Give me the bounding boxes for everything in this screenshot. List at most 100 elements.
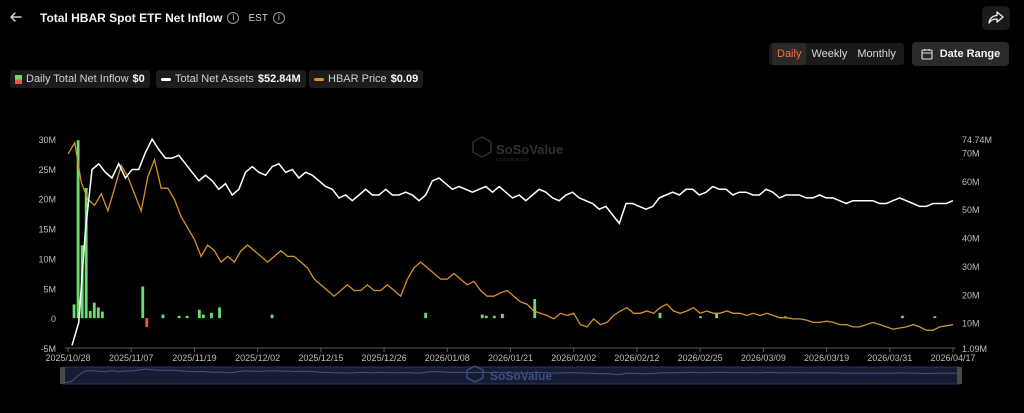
y-right-tick-label: 10M: [962, 319, 980, 329]
inflow-bar: [141, 286, 145, 319]
tab-monthly[interactable]: Monthly: [857, 48, 896, 60]
x-tick-label: 2026/03/09: [741, 353, 786, 363]
y-left-tick-label: 10M: [38, 254, 56, 264]
share-button[interactable]: [982, 6, 1010, 30]
legend-inflow[interactable]: Daily Total Net Inflow $0: [10, 70, 150, 88]
inflow-bar: [424, 312, 428, 319]
inflow-bar: [480, 314, 484, 319]
navigator-brand: SoSoValue: [490, 369, 552, 383]
y-right-tick-label: 30M: [962, 262, 980, 272]
watermark-brand: SoSoValue: [496, 142, 563, 157]
x-tick-label: 2026/02/12: [614, 353, 659, 363]
y-left-tick-label: 5M: [43, 284, 56, 294]
watermark-logo-icon: [472, 136, 492, 158]
tab-daily[interactable]: Daily: [772, 43, 807, 65]
legend-inflow-value: $0: [132, 73, 145, 85]
legend-assets[interactable]: Total Net Assets $52.84M: [156, 70, 306, 88]
inflow-swatch: [15, 74, 22, 84]
y-right-tick-label: 50M: [962, 205, 980, 215]
navigator-left-handle[interactable]: [60, 367, 65, 384]
x-tick-label: 2025/10/28: [45, 353, 90, 363]
inflow-bar: [933, 316, 937, 319]
navigator-right-handle[interactable]: [957, 367, 962, 384]
inflow-bar: [100, 311, 104, 319]
inflow-bar: [197, 309, 201, 319]
date-range-button[interactable]: Date Range: [912, 42, 1009, 66]
y-left-tick-label: 15M: [38, 225, 56, 235]
inflow-bar: [658, 312, 662, 319]
y-right-tick-label: 70M: [962, 148, 980, 158]
legend-price-label: HBAR Price: [328, 73, 387, 85]
x-tick-label: 2025/12/02: [235, 353, 280, 363]
inflow-bar: [270, 314, 274, 319]
price-line: [67, 140, 954, 331]
inflow-bar: [84, 187, 88, 319]
y-left-tick-label: -5M: [41, 344, 57, 354]
y-right-tick-label: 20M: [962, 290, 980, 300]
inflow-bars: [72, 140, 937, 328]
inflow-bar: [210, 312, 213, 319]
inflow-bar: [484, 315, 488, 319]
page-title: Total HBAR Spot ETF Net Inflow: [40, 11, 223, 25]
legend-assets-value: $52.84M: [257, 73, 301, 85]
assets-swatch: [161, 77, 171, 81]
inflow-bar: [145, 318, 149, 328]
inflow-bar: [161, 314, 165, 319]
y-right-tick-label: 1.09M: [962, 344, 987, 354]
x-tick-label: 2025/11/07: [109, 353, 153, 363]
navigator-logo-icon: [466, 365, 484, 383]
y-right-tick-label: 74.74M: [962, 135, 992, 145]
x-tick-label: 2026/03/31: [867, 353, 912, 363]
timezone-info-icon[interactable]: i: [272, 12, 285, 24]
tab-weekly[interactable]: Weekly: [811, 48, 848, 60]
x-tick-label: 2026/03/19: [804, 353, 849, 363]
inflow-bar: [699, 316, 702, 319]
info-icon[interactable]: i: [227, 12, 240, 24]
inflow-bar: [201, 314, 205, 319]
inflow-bar: [715, 312, 719, 319]
y-left-tick-label: 30M: [38, 135, 56, 145]
legend-price-value: $0.09: [390, 73, 419, 85]
x-tick-label: 2026/01/08: [425, 353, 470, 363]
inflow-bar: [92, 302, 96, 319]
y-axis-right: 74.74M 70M 60M 50M 40M 30M 20M 10M 1.09M: [962, 135, 992, 354]
legend-inflow-label: Daily Total Net Inflow: [26, 73, 129, 85]
x-tick-label: 2026/04/17: [930, 353, 975, 363]
inflow-bar: [76, 140, 80, 319]
x-tick-label: 2025/12/15: [298, 353, 343, 363]
x-axis: 2025/10/28 2025/11/07 2025/11/19 2025/12/02…: [45, 347, 976, 363]
page-title-row: Total HBAR Spot ETF Net Inflow i EST i: [40, 8, 285, 28]
inflow-bar: [533, 299, 537, 319]
x-tick-label: 2025/11/19: [172, 353, 216, 363]
price-swatch: [314, 77, 324, 81]
inflow-bar: [185, 315, 189, 319]
inflow-bar: [88, 310, 92, 319]
watermark: SoSoValue sosovalue.com: [472, 136, 563, 163]
inflow-bar: [501, 313, 504, 319]
x-tick-label: 2026/02/25: [678, 353, 723, 363]
interval-tabs: Daily Weekly Monthly: [769, 43, 904, 65]
x-tick-label: 2025/12/26: [362, 353, 407, 363]
legend-assets-label: Total Net Assets: [175, 73, 254, 85]
y-axis-left: 30M 25M 20M 15M 10M 5M 0 -5M: [38, 135, 56, 354]
assets-line: [71, 137, 954, 346]
share-arrow-icon: [988, 11, 1004, 24]
inflow-bar: [218, 307, 221, 319]
y-right-tick-label: 40M: [962, 234, 980, 244]
y-left-tick-label: 0: [51, 314, 56, 324]
date-range-label: Date Range: [939, 48, 1001, 60]
y-right-tick-label: 60M: [962, 177, 980, 187]
timezone-label: EST: [248, 12, 268, 24]
navigator-line: [64, 368, 958, 384]
range-navigator[interactable]: SoSoValue: [60, 365, 962, 385]
legend-price[interactable]: HBAR Price $0.09: [309, 70, 424, 88]
inflow-bar: [96, 307, 100, 319]
back-arrow-icon[interactable]: [8, 9, 24, 25]
calendar-icon: [921, 49, 933, 60]
y-left-tick-label: 25M: [38, 165, 56, 175]
x-tick-label: 2026/02/02: [551, 353, 596, 363]
watermark-sub: sosovalue.com: [496, 157, 529, 163]
inflow-bar: [72, 304, 76, 319]
inflow-bar: [492, 315, 496, 319]
